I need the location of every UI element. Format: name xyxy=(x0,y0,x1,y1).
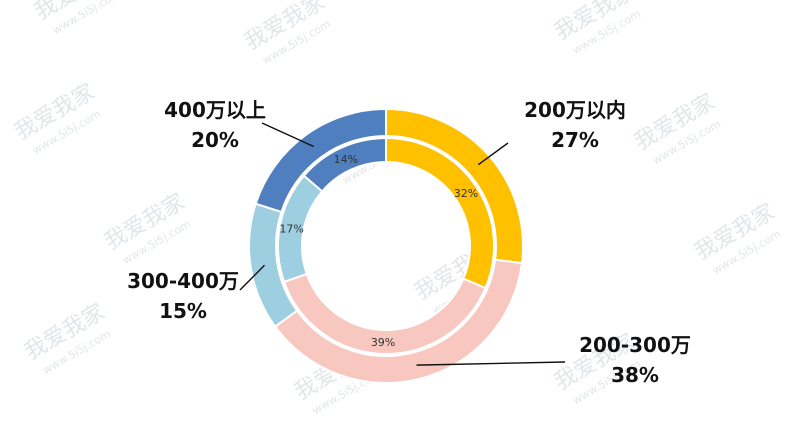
callout-label: 300-400万 xyxy=(127,269,239,293)
callout-value: 38% xyxy=(611,363,659,387)
callout-value: 15% xyxy=(159,299,207,323)
callout-value: 27% xyxy=(551,128,599,152)
inner-value-label: 14% xyxy=(334,153,358,166)
inner-value-label: 32% xyxy=(454,187,478,200)
callout-300-400: 300-400万 15% xyxy=(118,266,248,326)
leader-line xyxy=(239,264,266,291)
leader-lines xyxy=(239,122,566,366)
outer-segment-3 xyxy=(254,107,387,214)
callout-400-plus: 400万以上 20% xyxy=(150,95,280,155)
leader-line xyxy=(477,142,509,166)
inner-ring xyxy=(277,136,495,355)
inner-ring-labels: 32% 39% 17% 14% xyxy=(279,153,478,349)
callout-label: 400万以上 xyxy=(164,98,266,122)
callout-value: 20% xyxy=(191,128,239,152)
outer-ring xyxy=(248,107,524,384)
leader-line xyxy=(416,361,566,366)
inner-value-label: 39% xyxy=(371,336,395,349)
leader-line xyxy=(261,122,314,148)
callout-label: 200万以内 xyxy=(524,98,626,122)
callout-label: 200-300万 xyxy=(579,333,691,357)
callout-under-200: 200万以内 27% xyxy=(505,95,645,155)
callout-200-300: 200-300万 38% xyxy=(560,330,710,390)
inner-value-label: 17% xyxy=(279,222,303,235)
inner-segment-3 xyxy=(302,136,387,193)
